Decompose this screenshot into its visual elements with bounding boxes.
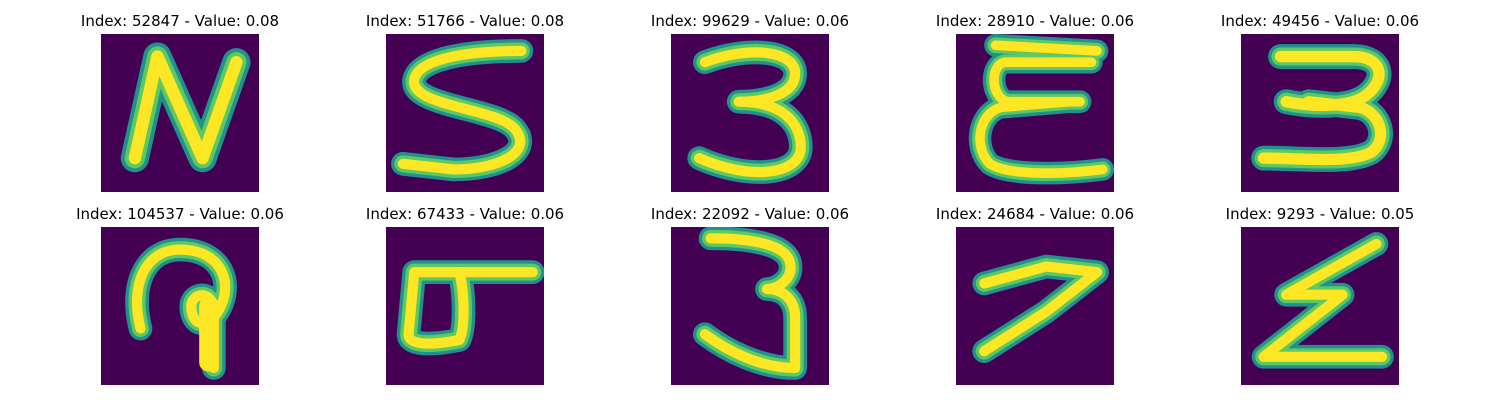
sample-cell: Index: 67433 - Value: 0.06 xyxy=(315,205,615,395)
sample-title: Index: 67433 - Value: 0.06 xyxy=(365,205,565,223)
sample-image xyxy=(956,34,1114,192)
sample-cell: Index: 99629 - Value: 0.06 xyxy=(600,12,900,202)
sample-title: Index: 22092 - Value: 0.06 xyxy=(650,205,850,223)
sample-cell: Index: 52847 - Value: 0.08 xyxy=(30,12,330,202)
sample-cell: Index: 9293 - Value: 0.05 xyxy=(1170,205,1470,395)
sample-cell: Index: 24684 - Value: 0.06 xyxy=(885,205,1185,395)
sample-value: 0.06 xyxy=(1385,12,1420,30)
sample-image xyxy=(386,34,544,192)
sample-value: 0.08 xyxy=(530,12,565,30)
sample-value: 0.06 xyxy=(815,205,850,223)
sample-value: 0.06 xyxy=(250,205,284,223)
sample-value: 0.06 xyxy=(530,205,565,223)
sample-index: 22092 xyxy=(702,205,750,223)
sample-value: 0.08 xyxy=(245,12,280,30)
sample-value: 0.06 xyxy=(815,12,850,30)
sample-cell: Index: 104537 - Value: 0.06 xyxy=(30,205,330,395)
sample-index: 52847 xyxy=(132,12,180,30)
sample-index: 9293 xyxy=(1276,205,1315,223)
sample-image xyxy=(101,34,259,192)
sample-index: 104537 xyxy=(127,205,185,223)
sample-value: 0.06 xyxy=(1100,12,1135,30)
sample-image xyxy=(101,227,259,385)
sample-value: 0.06 xyxy=(1100,205,1135,223)
sample-image xyxy=(1241,34,1399,192)
sample-title: Index: 24684 - Value: 0.06 xyxy=(935,205,1135,223)
sample-title: Index: 104537 - Value: 0.06 xyxy=(76,205,284,223)
sample-cell: Index: 49456 - Value: 0.06 xyxy=(1170,12,1470,202)
sample-index: 99629 xyxy=(702,12,750,30)
sample-cell: Index: 51766 - Value: 0.08 xyxy=(315,12,615,202)
sample-cell: Index: 22092 - Value: 0.06 xyxy=(600,205,900,395)
sample-title: Index: 52847 - Value: 0.08 xyxy=(80,12,280,30)
sample-image xyxy=(1241,227,1399,385)
sample-index: 51766 xyxy=(417,12,465,30)
sample-index: 24684 xyxy=(987,205,1035,223)
sample-index: 67433 xyxy=(417,205,465,223)
sample-image xyxy=(386,227,544,385)
sample-image xyxy=(671,227,829,385)
sample-title: Index: 28910 - Value: 0.06 xyxy=(935,12,1135,30)
sample-index: 28910 xyxy=(987,12,1035,30)
sample-image xyxy=(671,34,829,192)
sample-title: Index: 99629 - Value: 0.06 xyxy=(650,12,850,30)
sample-title: Index: 51766 - Value: 0.08 xyxy=(365,12,565,30)
sample-title: Index: 9293 - Value: 0.05 xyxy=(1225,205,1415,223)
sample-title: Index: 49456 - Value: 0.06 xyxy=(1220,12,1420,30)
sample-index: 49456 xyxy=(1272,12,1320,30)
sample-image xyxy=(956,227,1114,385)
sample-value: 0.05 xyxy=(1380,205,1415,223)
sample-cell: Index: 28910 - Value: 0.06 xyxy=(885,12,1185,202)
